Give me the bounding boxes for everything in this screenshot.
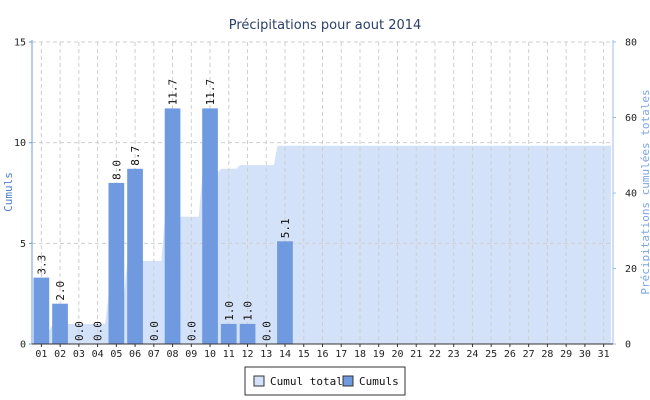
data-label-11: 1.0 xyxy=(223,301,236,321)
bar-14 xyxy=(277,241,293,344)
y-left-tick-label: 10 xyxy=(14,138,26,149)
y-left-tick-label: 15 xyxy=(14,38,26,49)
bar-08 xyxy=(164,108,181,345)
legend: Cumul total Cumuls xyxy=(244,366,406,396)
x-tick-label: 12 xyxy=(242,349,254,360)
x-tick-label: 11 xyxy=(223,349,235,360)
legend-label-cumul-total: Cumul total xyxy=(270,375,343,388)
y-right-tick-label: 60 xyxy=(625,113,637,124)
x-tick-label: 01 xyxy=(35,349,47,360)
x-tick-label: 07 xyxy=(148,349,160,360)
x-tick-label: 28 xyxy=(541,349,553,360)
x-tick-label: 26 xyxy=(504,349,516,360)
x-tick-label: 02 xyxy=(54,349,66,360)
bar-layer xyxy=(33,108,293,345)
data-label-14: 5.1 xyxy=(279,218,292,238)
data-label-06: 8.7 xyxy=(129,146,142,166)
legend-label-cumuls: Cumuls xyxy=(359,375,399,388)
x-tick-label: 30 xyxy=(579,349,591,360)
y-axis-left-label: Cumuls xyxy=(2,172,15,212)
chart-title: Précipitations pour aout 2014 xyxy=(229,18,422,33)
y-right-tick-label: 80 xyxy=(625,38,637,49)
data-label-layer: 3.3 2.0 0.0 0.0 8.0 8.7 0.0 11.7 0.0 11.7 1.0 1.0 0.… xyxy=(35,79,292,341)
data-label-02: 2.0 xyxy=(54,281,67,301)
x-tick-label: 08 xyxy=(167,349,179,360)
bar-10 xyxy=(202,108,218,345)
y-left-tick-label: 5 xyxy=(20,239,26,250)
legend-swatch-cumuls xyxy=(342,375,354,387)
legend-swatch-cumul-total xyxy=(253,375,265,387)
bar-06 xyxy=(127,168,143,344)
x-tick-label: 04 xyxy=(92,349,104,360)
x-tick-label: 03 xyxy=(73,349,85,360)
x-tick-label: 22 xyxy=(429,349,441,360)
bar-02 xyxy=(52,303,68,344)
x-tick-label: 15 xyxy=(298,349,310,360)
x-tick-label: 24 xyxy=(466,349,478,360)
data-label-10: 11.7 xyxy=(204,79,217,106)
x-tick-label: 13 xyxy=(260,349,272,360)
data-label-12: 1.0 xyxy=(242,301,255,321)
x-tick-label: 18 xyxy=(354,349,366,360)
y-right-tick-label: 0 xyxy=(625,340,631,351)
y-right-tick-label: 20 xyxy=(625,264,637,275)
grid-layer xyxy=(32,41,613,345)
data-label-07: 0.0 xyxy=(148,321,161,341)
x-tick-label: 25 xyxy=(485,349,497,360)
x-tick-label: 29 xyxy=(560,349,572,360)
x-tick-label: 23 xyxy=(448,349,460,360)
bar-01 xyxy=(33,277,50,344)
data-label-01: 3.3 xyxy=(35,255,48,275)
x-tick-label: 31 xyxy=(598,349,610,360)
bar-12 xyxy=(239,323,256,344)
x-tick-label: 20 xyxy=(391,349,403,360)
data-label-03: 0.0 xyxy=(73,321,86,341)
x-tick-label: 17 xyxy=(335,349,347,360)
y-axis-right-label: Précipitations cumulées totales xyxy=(639,89,650,294)
axis-layer: 01 02 03 04 05 06 07 08 09 10 11 12 13 14 15 16 17 18 19 20… xyxy=(14,38,637,361)
data-label-08: 11.7 xyxy=(167,79,180,106)
legend-box xyxy=(244,366,406,396)
x-tick-label: 09 xyxy=(185,349,197,360)
y-left-tick-label: 0 xyxy=(20,340,26,351)
x-tick-label: 21 xyxy=(410,349,422,360)
x-tick-label: 16 xyxy=(316,349,328,360)
data-label-13: 0.0 xyxy=(260,321,273,341)
data-label-09: 0.0 xyxy=(185,321,198,341)
data-label-05: 8.0 xyxy=(110,160,123,180)
x-tick-label: 27 xyxy=(523,349,535,360)
x-tick-label: 14 xyxy=(279,349,291,360)
bar-05 xyxy=(108,182,125,344)
data-label-04: 0.0 xyxy=(92,321,105,341)
x-tick-label: 19 xyxy=(373,349,385,360)
y-right-tick-label: 40 xyxy=(625,189,637,200)
bar-11 xyxy=(220,323,237,344)
x-tick-label: 10 xyxy=(204,349,216,360)
x-tick-label: 05 xyxy=(110,349,122,360)
x-tick-label: 06 xyxy=(129,349,141,360)
